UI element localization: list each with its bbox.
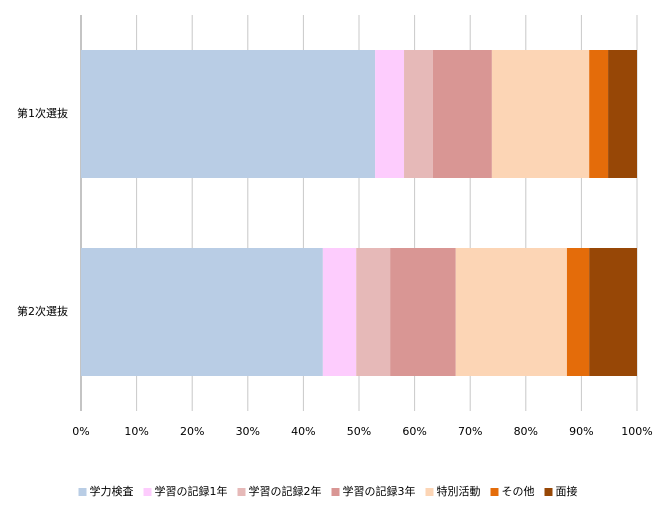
bar-segment xyxy=(322,248,357,376)
x-tick-label: 30% xyxy=(236,425,260,438)
bar-segment xyxy=(491,50,590,178)
bar-segment xyxy=(356,248,391,376)
bar-segment xyxy=(375,50,405,178)
bar-segment xyxy=(81,248,323,376)
legend-swatch xyxy=(78,488,87,496)
legend-label: 面接 xyxy=(556,485,578,498)
x-tick-label: 90% xyxy=(569,425,593,438)
x-tick-label: 60% xyxy=(402,425,426,438)
y-tick-label: 第2次選抜 xyxy=(17,304,68,318)
legend-swatch xyxy=(331,488,340,496)
bar-segment xyxy=(566,248,590,376)
bar-segment xyxy=(608,50,637,178)
bar-segment xyxy=(432,50,492,178)
legend-swatch xyxy=(544,488,553,496)
bar-segment xyxy=(455,248,567,376)
bar-segment xyxy=(390,248,456,376)
legend-swatch xyxy=(237,488,246,496)
x-tick-label: 50% xyxy=(347,425,371,438)
x-tick-label: 100% xyxy=(621,425,652,438)
y-tick-label: 第1次選抜 xyxy=(17,106,68,120)
bar-segment xyxy=(81,50,376,178)
bar-segment xyxy=(589,50,609,178)
legend-swatch xyxy=(490,488,499,496)
legend-label: 学習の記録2年 xyxy=(249,484,322,498)
x-tick-label: 80% xyxy=(514,425,538,438)
x-tick-label: 70% xyxy=(458,425,482,438)
bar-segment xyxy=(589,248,637,376)
x-tick-label: 10% xyxy=(124,425,148,438)
legend-label: その他 xyxy=(502,485,535,498)
x-tick-label: 0% xyxy=(72,425,89,438)
legend-label: 学習の記録1年 xyxy=(155,484,228,498)
legend-label: 学習の記録3年 xyxy=(343,484,416,498)
x-tick-label: 20% xyxy=(180,425,204,438)
legend-label: 学力検査 xyxy=(90,484,134,498)
legend-swatch xyxy=(143,488,152,496)
legend-label: 特別活動 xyxy=(437,484,481,498)
x-tick-label: 40% xyxy=(291,425,315,438)
bar-segment xyxy=(404,50,433,178)
legend-swatch xyxy=(425,488,434,496)
